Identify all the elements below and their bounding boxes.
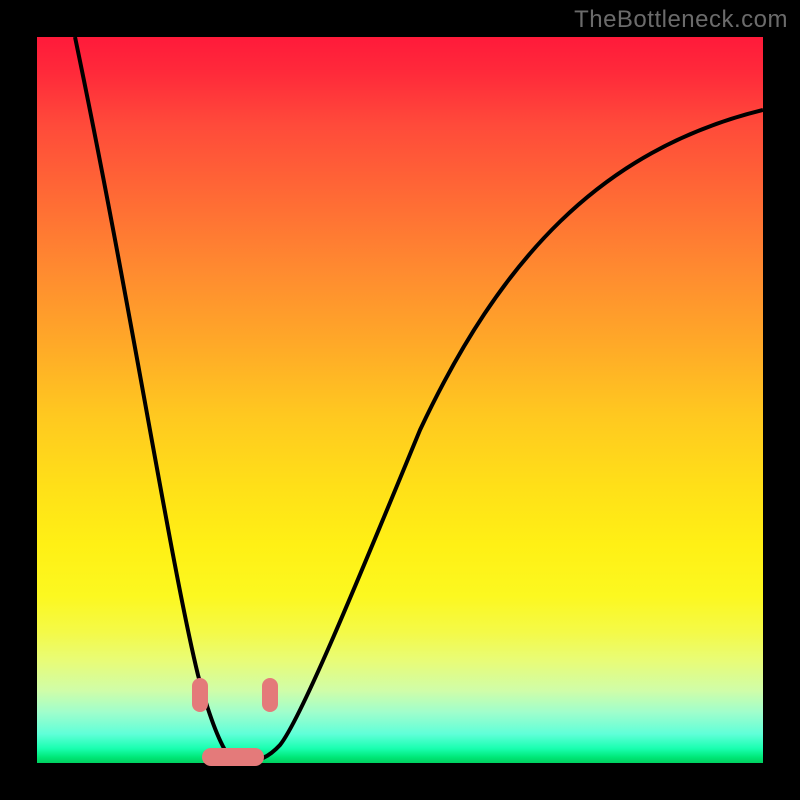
marker-bottom-horizontal <box>202 748 264 766</box>
marker-left-vertical <box>192 678 208 712</box>
bottleneck-curve <box>75 37 763 761</box>
marker-right-vertical <box>262 678 278 712</box>
watermark-text: TheBottleneck.com <box>574 6 788 34</box>
curve-svg <box>37 37 763 763</box>
gradient-plot-area <box>37 37 763 763</box>
